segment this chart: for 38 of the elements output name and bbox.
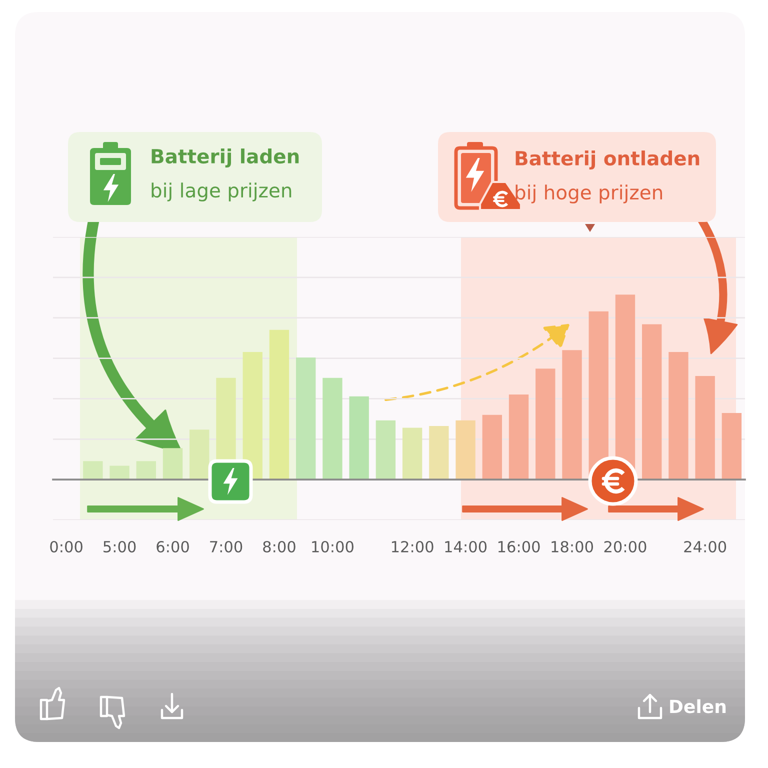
bar: [83, 461, 103, 480]
bar: [536, 368, 556, 480]
bar: [322, 378, 342, 480]
bar: [456, 420, 476, 480]
bar: [508, 394, 529, 480]
bar: [136, 461, 156, 480]
bar: [668, 352, 688, 480]
bar: [376, 420, 396, 480]
x-tick-label: 7:00: [210, 540, 242, 553]
bar: [429, 426, 449, 480]
x-tick-label: 8:00: [263, 540, 296, 553]
bar: [110, 466, 130, 480]
x-tick-label: 18:00: [552, 540, 593, 553]
x-tick-label: 10:00: [312, 540, 354, 553]
text: Batterij laden: [152, 148, 299, 168]
bar: [190, 430, 210, 480]
x-tick-label: 6:00: [156, 540, 189, 553]
x-tick-label: 24:00: [684, 540, 726, 553]
text: Batterij ontladen: [516, 150, 700, 170]
bar: [722, 413, 742, 480]
text: Delen: [670, 699, 726, 714]
bar: [642, 324, 662, 480]
bar: [562, 350, 582, 480]
bar: [402, 428, 422, 480]
bar: [482, 414, 502, 480]
text: bij lage prijzen: [152, 182, 292, 202]
x-tick-label: 20:00: [604, 540, 646, 553]
bar: [162, 448, 183, 480]
x-tick-label: 0:00: [50, 540, 82, 553]
x-tick-label: 5:00: [104, 540, 136, 553]
text: bij hoge prijzen: [516, 184, 662, 204]
bar: [296, 358, 316, 480]
x-tick-label: 12:00: [392, 540, 434, 553]
bar: [269, 330, 290, 480]
bar: [349, 396, 369, 480]
x-tick-label: 16:00: [498, 540, 540, 553]
x-tick-label: 14:00: [445, 540, 487, 553]
bar: [695, 376, 715, 480]
